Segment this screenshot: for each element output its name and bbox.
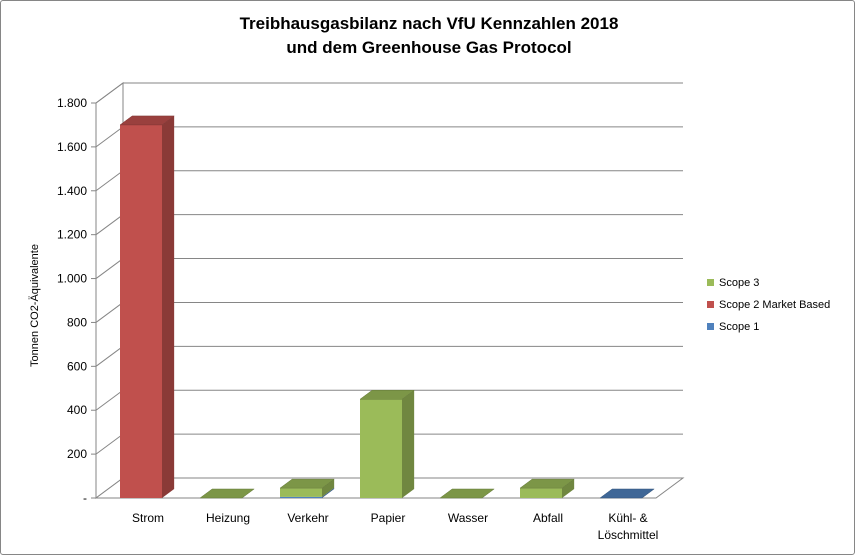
gridline-diagonal <box>95 389 124 411</box>
y-tick-label: 1.600 <box>57 140 87 154</box>
bar-top <box>199 488 255 499</box>
gridline-diagonal <box>95 126 124 148</box>
chart-title-line: und dem Greenhouse Gas Protocol <box>286 38 571 57</box>
chart-title: Treibhausgasbilanz nach VfU Kennzahlen 2… <box>240 14 619 57</box>
y-tick-label: 600 <box>67 359 87 373</box>
y-tick-label: 1.000 <box>57 272 87 286</box>
x-tick-label: Papier <box>371 511 406 525</box>
bar-front <box>280 488 322 497</box>
y-axis-ticks: - 200 400 600 800 1.000 1.200 1.400 1.600 1.800 <box>57 96 97 505</box>
x-tick-label: Kühl- & <box>608 511 647 525</box>
legend-swatch <box>707 301 714 308</box>
bar-front <box>520 488 562 498</box>
bar-side <box>402 390 415 498</box>
x-tick-label: Wasser <box>448 511 488 525</box>
bar-side <box>322 487 335 498</box>
x-tick-label: Strom <box>132 511 164 525</box>
legend-swatch <box>707 279 714 286</box>
x-tick-label: Abfall <box>533 511 563 525</box>
y-tick-label: 1.400 <box>57 184 87 198</box>
side-wall <box>95 82 124 499</box>
bar-front <box>360 399 402 498</box>
bar-top <box>279 478 335 489</box>
x-tick-label: Verkehr <box>287 511 328 525</box>
gridline-diagonal <box>95 345 124 367</box>
legend: Scope 3 Scope 2 Market Based Scope 1 <box>707 277 830 333</box>
gridlines <box>95 82 683 455</box>
bar-side <box>322 479 335 497</box>
bar-front <box>120 124 162 498</box>
x-axis-labels: Strom Heizung Verkehr Papier Wasser Abfall Küh… <box>132 511 658 542</box>
gridline-diagonal <box>95 170 124 192</box>
bars <box>119 115 655 499</box>
y-tick-label: - <box>83 491 87 505</box>
bar-top <box>519 478 575 489</box>
gridline-diagonal <box>95 258 124 279</box>
legend-label: Scope 2 Market Based <box>719 299 830 311</box>
bar-top <box>599 488 655 499</box>
gridline-diagonal <box>95 433 124 455</box>
y-tick-label: 1.200 <box>57 228 87 242</box>
legend-swatch <box>707 323 714 330</box>
chart-title-line: Treibhausgasbilanz nach VfU Kennzahlen 2… <box>240 14 619 33</box>
bar-top <box>359 390 415 400</box>
gridline-diagonal <box>95 82 124 104</box>
gridline-diagonal <box>95 214 124 236</box>
bar-front <box>280 496 322 498</box>
y-tick-label: 1.800 <box>57 96 87 110</box>
legend-label: Scope 3 <box>719 277 759 289</box>
y-tick-label: 400 <box>67 403 87 417</box>
x-tick-label: Löschmittel <box>598 528 659 542</box>
bar-top <box>439 488 495 499</box>
y-axis-title: Tonnen CO2-Äquivalente <box>29 244 41 367</box>
y-tick-label: 200 <box>67 447 87 461</box>
x-tick-label: Heizung <box>206 511 250 525</box>
bar-side <box>562 479 575 498</box>
legend-label: Scope 1 <box>719 321 759 333</box>
bar-side <box>162 115 175 498</box>
y-tick-label: 800 <box>67 315 87 329</box>
y-axis-label: Tonnen CO2-Äquivalente <box>29 244 41 367</box>
gridline-diagonal <box>95 302 124 323</box>
bar-top <box>119 115 175 126</box>
